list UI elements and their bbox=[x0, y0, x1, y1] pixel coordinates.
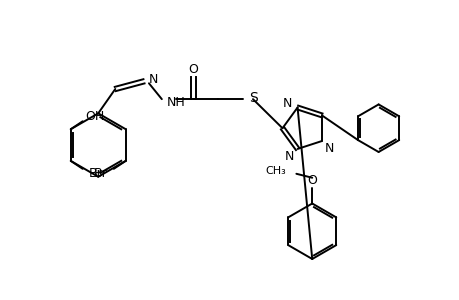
Text: N: N bbox=[285, 150, 294, 164]
Text: N: N bbox=[149, 73, 158, 86]
Text: O: O bbox=[188, 63, 198, 76]
Text: OH: OH bbox=[85, 110, 104, 123]
Text: NH: NH bbox=[167, 96, 185, 109]
Text: N: N bbox=[324, 142, 334, 155]
Text: N: N bbox=[282, 97, 291, 110]
Text: CH₃: CH₃ bbox=[265, 166, 286, 176]
Text: Br: Br bbox=[94, 167, 107, 180]
Text: O: O bbox=[307, 174, 316, 187]
Text: S: S bbox=[248, 91, 257, 105]
Text: Br: Br bbox=[89, 167, 102, 180]
